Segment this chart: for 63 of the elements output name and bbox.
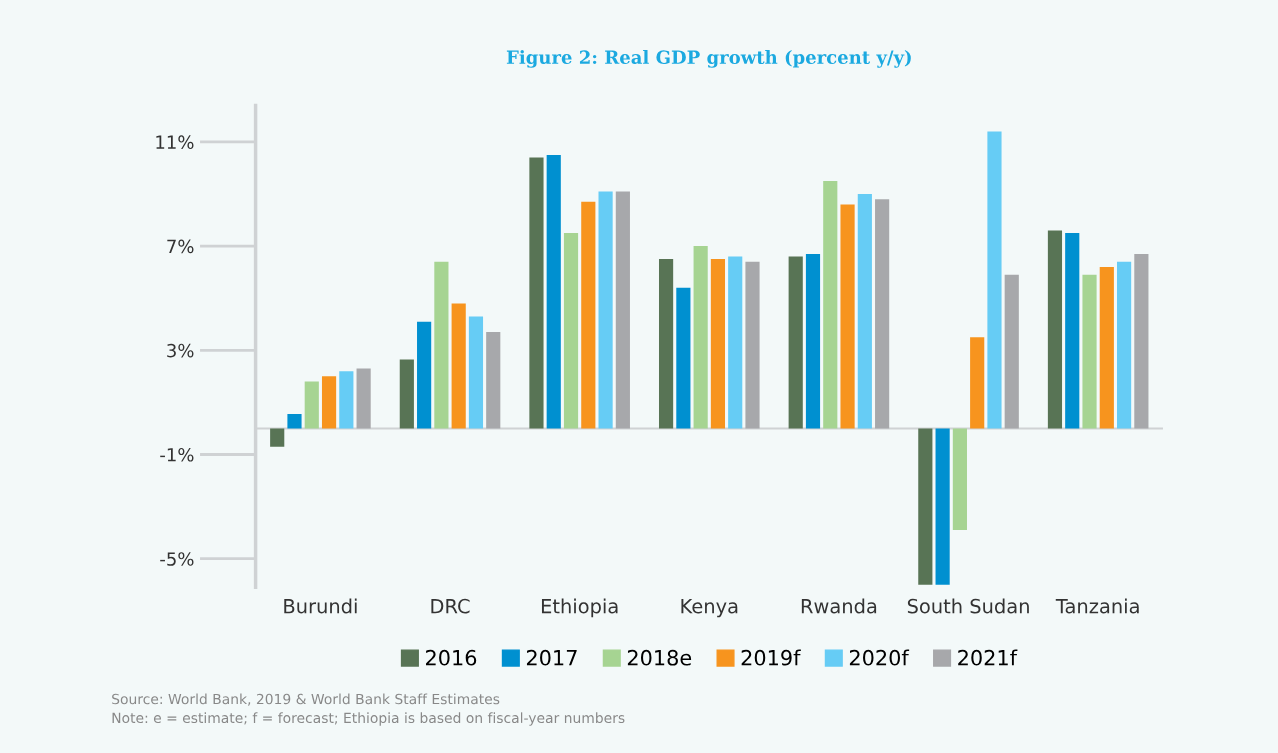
bar <box>875 199 890 429</box>
bar <box>339 371 354 429</box>
legend-label: 2018e <box>627 649 692 666</box>
bar <box>1082 274 1097 429</box>
bar <box>581 201 596 429</box>
x-tick-label: Ethiopia <box>541 598 618 618</box>
bar <box>486 332 501 429</box>
bar <box>417 321 432 429</box>
bar <box>728 256 743 429</box>
x-tick-label: DRC <box>431 598 470 614</box>
bar <box>693 246 708 429</box>
bar <box>918 428 933 585</box>
y-tick-label: -1% <box>160 447 194 462</box>
bar <box>615 191 630 429</box>
bar <box>287 414 302 429</box>
x-tick-label: South Sudan <box>907 598 1029 614</box>
bar <box>935 428 950 585</box>
bar <box>434 261 449 429</box>
bar <box>805 253 821 429</box>
bar <box>529 157 544 429</box>
y-tick-label: 3% <box>167 343 194 358</box>
bar <box>710 259 726 429</box>
bar <box>659 259 674 429</box>
text: Note: e = estimate; f = forecast; Ethiopia is based on fiscal-year numbers <box>112 712 625 726</box>
bar <box>1047 230 1063 429</box>
bar <box>970 337 985 429</box>
bar <box>270 428 285 447</box>
bar <box>598 191 613 429</box>
bar <box>1134 253 1149 429</box>
legend-label: 2021f <box>958 649 1018 666</box>
bar <box>840 204 855 429</box>
y-tick-label: 11% <box>156 135 194 150</box>
bar <box>451 303 466 429</box>
bar <box>857 193 872 429</box>
bar <box>563 233 579 429</box>
bar <box>1117 261 1132 429</box>
bar <box>788 256 803 429</box>
bar <box>987 131 1002 429</box>
legend-label: 2020f <box>849 649 910 666</box>
legend-label: 2019f <box>741 649 801 666</box>
bar <box>468 316 484 429</box>
bar <box>745 261 760 429</box>
x-tick-label: Kenya <box>681 599 738 618</box>
bar <box>546 154 561 429</box>
x-tick-label: Rwanda <box>801 598 877 614</box>
bar <box>399 359 414 429</box>
y-tick-label: 7% <box>167 239 194 254</box>
x-tick-label: Burundi <box>284 598 357 614</box>
bar <box>676 287 691 429</box>
bar <box>1004 274 1019 429</box>
bar <box>304 381 319 429</box>
bar <box>952 428 967 531</box>
bar <box>356 368 371 429</box>
y-tick-label: -5% <box>160 552 194 566</box>
chart-title: Figure 2: Real GDP growth (percent y/y) <box>506 50 911 68</box>
bar <box>823 180 838 429</box>
bar <box>1099 266 1114 429</box>
bar <box>1065 233 1080 429</box>
legend-label: 2017 <box>526 649 577 666</box>
legend-label: 2016 <box>426 649 477 666</box>
x-tick-label: Tanzania <box>1055 598 1139 614</box>
source-note: Source: World Bank, 2019 & World Bank Staff Estimates <box>112 693 500 706</box>
bar <box>321 376 337 429</box>
